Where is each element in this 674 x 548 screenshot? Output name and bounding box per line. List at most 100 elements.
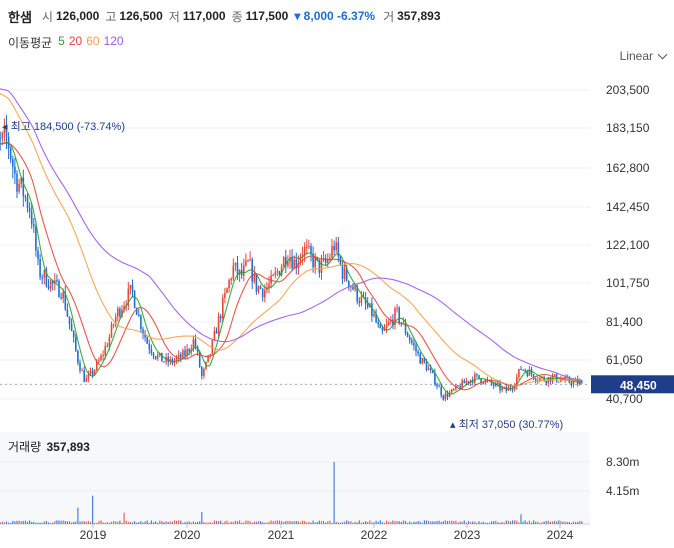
candle-body <box>131 284 134 291</box>
candle-body <box>249 259 251 261</box>
volume-bar <box>297 521 299 524</box>
volume-bar <box>484 522 486 524</box>
candle-body <box>341 264 344 279</box>
ma-5-line <box>0 141 582 395</box>
candle-body <box>163 361 165 363</box>
candle-body <box>501 387 503 391</box>
volume-bar <box>465 522 467 524</box>
volume-bar <box>516 520 518 524</box>
candle-body <box>329 257 331 260</box>
candle-body <box>348 280 350 288</box>
candle-body <box>24 196 27 198</box>
volume-bar <box>270 520 272 524</box>
candle-body <box>570 382 573 385</box>
volume-bar <box>31 521 33 524</box>
open-value: 126,000 <box>55 9 100 23</box>
volume-bar <box>100 520 102 524</box>
volume-bar <box>482 521 484 524</box>
price-header: 한샘 시 126,000 고 126,500 저 117,000 종 117,5… <box>8 6 447 26</box>
volume-bar <box>457 522 459 524</box>
ma-60-label[interactable]: 60 <box>86 34 100 48</box>
volume-panel-title: 거래량 357,893 <box>8 438 90 455</box>
volume-bar <box>110 521 113 524</box>
candle-body <box>35 226 37 251</box>
candle-body <box>408 336 411 341</box>
ma-60-line <box>0 92 582 387</box>
volume-bar <box>60 520 62 524</box>
volume-bar <box>394 521 396 524</box>
volume-bar <box>369 520 371 524</box>
volume-bar <box>493 521 495 524</box>
volume-bar <box>173 520 176 524</box>
scale-dropdown[interactable]: Linear <box>620 49 668 63</box>
volume-bar <box>551 521 554 524</box>
candle-body <box>572 380 575 385</box>
low-annotation: ▴ 최저 37,050 (30.77%) <box>450 418 563 431</box>
candle-body <box>425 362 428 371</box>
volume-bar <box>134 521 136 524</box>
volume-bar <box>18 520 20 524</box>
volume-bar <box>239 520 241 524</box>
volume-bar <box>549 521 551 524</box>
volume-bar <box>474 521 476 524</box>
volume-bar <box>503 522 505 524</box>
candle-body <box>232 265 235 279</box>
candle-body <box>268 283 270 288</box>
volume-bar <box>96 522 98 524</box>
volume-bar <box>45 521 47 524</box>
candle-body <box>234 262 237 266</box>
candle-body <box>100 355 102 361</box>
volume-bar <box>388 521 390 524</box>
volume-bar <box>421 522 423 524</box>
candle-body <box>129 284 132 289</box>
volume-bar <box>155 521 157 524</box>
candle-body <box>66 309 69 317</box>
candle-body <box>497 383 499 385</box>
volume-bar <box>566 521 568 524</box>
ma-5-label[interactable]: 5 <box>58 34 65 48</box>
volume-bar <box>10 522 12 524</box>
candle-body <box>450 389 453 393</box>
volume-bar <box>127 521 129 524</box>
volume-bar <box>184 522 186 524</box>
candle-body <box>119 308 121 316</box>
volume-bar <box>467 520 470 524</box>
candle-body <box>390 319 392 323</box>
candle-body <box>499 383 501 391</box>
volume-bar <box>39 522 41 524</box>
volume-bar <box>64 520 66 524</box>
volume-bar <box>211 522 213 524</box>
volume-bar <box>222 522 224 524</box>
volume-bar <box>176 520 178 524</box>
volume-bar <box>362 522 365 524</box>
candle-body <box>291 257 293 269</box>
volume-bar <box>339 522 341 524</box>
candle-body <box>324 258 327 263</box>
ma-20-label[interactable]: 20 <box>68 34 83 48</box>
candle-body <box>333 246 335 251</box>
x-tick-label: 2021 <box>268 528 295 542</box>
volume-bar <box>581 521 583 524</box>
volume-bar <box>570 522 572 524</box>
candle-body <box>45 270 48 287</box>
candle-body <box>177 354 180 358</box>
volume-bar <box>108 522 110 524</box>
volume-panel-label: 거래량 <box>8 440 42 454</box>
volume-bar <box>501 521 503 524</box>
volume-bar <box>505 520 507 524</box>
volume-bar <box>463 520 465 524</box>
volume-bar <box>346 520 348 524</box>
volume-bar <box>329 520 331 524</box>
volume-bar <box>512 520 514 524</box>
ma-120-label[interactable]: 120 <box>103 34 124 48</box>
x-tick-label: 2024 <box>547 528 574 542</box>
candle-body <box>532 374 535 379</box>
volume-bar <box>113 521 115 524</box>
volume-bar <box>499 522 501 524</box>
candle-body <box>188 349 190 352</box>
candle-body <box>56 280 58 282</box>
volume-bar <box>87 520 89 524</box>
volume-bar <box>409 521 411 524</box>
volume-bar <box>537 521 539 524</box>
